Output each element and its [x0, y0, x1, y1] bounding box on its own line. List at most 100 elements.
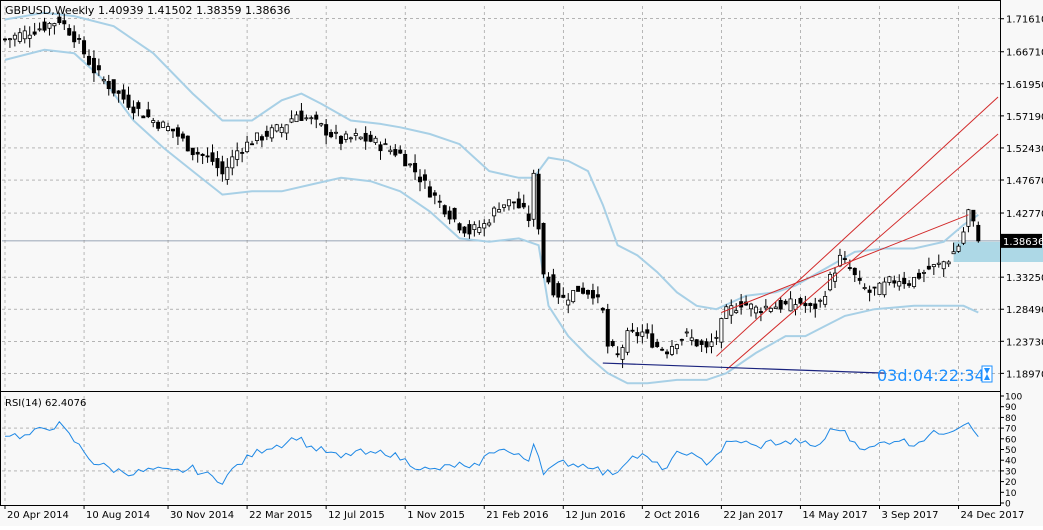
- candles: [3, 12, 981, 369]
- rsi-tick-label: 90: [1005, 403, 1017, 413]
- time-tick-label: 22 Jan 2017: [723, 510, 783, 521]
- candle-bear: [645, 329, 650, 334]
- candle-bear: [798, 298, 803, 304]
- candle-bull: [823, 295, 828, 305]
- candle-bear: [200, 153, 205, 156]
- candle-bull: [279, 127, 284, 133]
- candle-bull: [319, 123, 324, 126]
- candle-bull: [684, 331, 689, 334]
- candle-bull: [506, 199, 511, 207]
- channel-line: [721, 214, 969, 313]
- candle-bear: [205, 155, 210, 158]
- timer-label: 03d:04:22:34: [877, 366, 985, 385]
- rsi-label: RSI(14) 62.4076: [5, 398, 86, 409]
- candle-bull: [284, 124, 289, 134]
- candle-bear: [62, 20, 67, 25]
- candle-bear: [541, 222, 546, 275]
- candle-bear: [82, 40, 87, 55]
- time-axis: 20 Apr 2014 10 Aug 2014 30 Nov 2014 22 Mar …: [4, 505, 1024, 521]
- price-tick-label: 1.33250: [1006, 273, 1043, 284]
- price-tick-label: 1.28490: [1006, 305, 1043, 316]
- candle-bull: [724, 306, 729, 319]
- candle-bear: [86, 55, 91, 65]
- candle-bull: [897, 281, 902, 287]
- candle-bear: [635, 332, 640, 337]
- candle-bull: [951, 251, 956, 255]
- candle-bear: [195, 151, 200, 155]
- candle-bull: [348, 137, 353, 140]
- candle-bull: [768, 307, 773, 312]
- candle-bear: [803, 303, 808, 307]
- candle-bull: [254, 132, 259, 141]
- candle-bear: [418, 176, 423, 183]
- candle-bear: [630, 329, 635, 332]
- candle-bear: [136, 102, 141, 109]
- candle-bull: [818, 299, 823, 302]
- candle-bear: [324, 124, 329, 136]
- candle-bull: [749, 303, 754, 310]
- candle-bull: [487, 222, 492, 226]
- candle-bear: [467, 224, 472, 235]
- candle-bull: [620, 347, 625, 360]
- candle-bull: [230, 156, 235, 169]
- candle-bear: [581, 287, 586, 294]
- candle-bull: [877, 282, 882, 295]
- rsi-tick-label: 70: [1005, 425, 1017, 435]
- candle-bear: [116, 90, 121, 94]
- candle-bull: [882, 281, 887, 296]
- candle-bear: [808, 303, 813, 306]
- candle-bear: [971, 209, 976, 222]
- candle-bear: [403, 153, 408, 167]
- candle-bull: [408, 163, 413, 166]
- rsi-tick-label: 0: [1005, 500, 1011, 510]
- rsi-grid: [2, 396, 1000, 503]
- candle-bull: [497, 209, 502, 213]
- candle-bear: [210, 152, 215, 162]
- candle-bear: [96, 65, 101, 71]
- candle-bull: [294, 114, 299, 123]
- time-tick-label: 14 May 2017: [802, 510, 867, 521]
- candle-bear: [126, 94, 131, 108]
- candle-bull: [669, 346, 674, 355]
- candle-bull: [373, 137, 378, 144]
- candle-bear: [926, 265, 931, 270]
- current-price-marker: [1001, 233, 1042, 248]
- candle-bear: [368, 134, 373, 142]
- candle-bear: [190, 147, 195, 156]
- candle-bear: [857, 277, 862, 281]
- candle-bull: [225, 166, 230, 180]
- candle-bear: [783, 300, 788, 305]
- candle-bull: [941, 261, 946, 270]
- candle-bear: [442, 205, 447, 215]
- candle-bear: [660, 348, 665, 351]
- candle-bear: [170, 128, 175, 132]
- candle-bull: [27, 34, 32, 39]
- candle-bull: [12, 34, 17, 40]
- candle-bear: [329, 132, 334, 138]
- candle-bear: [338, 135, 343, 144]
- candle-bear: [3, 38, 8, 41]
- time-tick-label: 12 Jun 2016: [565, 510, 625, 521]
- candle-bear: [655, 342, 660, 347]
- rsi-series-line: [4, 420, 979, 485]
- candle-bear: [462, 226, 467, 234]
- candle-bull: [887, 276, 892, 283]
- candle-bull: [501, 204, 506, 208]
- candle-bear: [595, 294, 600, 298]
- candle-bear: [511, 201, 516, 204]
- candle-bear: [813, 303, 818, 309]
- rsi-tick-label: 40: [1005, 457, 1017, 467]
- time-tick-label: 30 Nov 2014: [170, 510, 234, 521]
- candle-bear: [452, 207, 457, 220]
- price-tick-label: 1.71610: [1006, 15, 1043, 26]
- candle-bear: [694, 339, 699, 347]
- candle-bear: [111, 79, 116, 94]
- price-tick-label: 1.57190: [1006, 112, 1043, 123]
- candle-bear: [585, 289, 590, 295]
- candle-bear: [521, 202, 526, 208]
- candle-bear: [180, 133, 185, 139]
